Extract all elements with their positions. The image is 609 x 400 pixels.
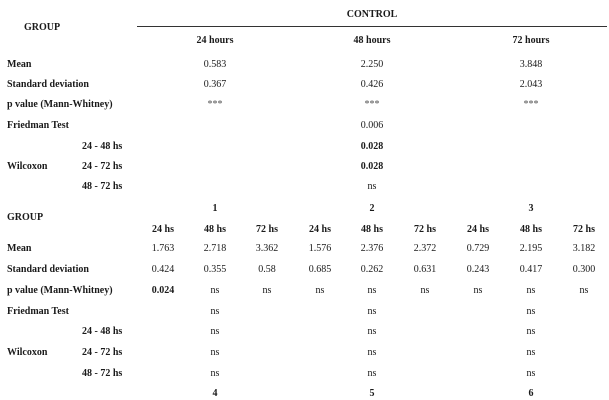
cell-value: ns bbox=[367, 368, 377, 379]
cell-value: ns bbox=[526, 347, 536, 358]
cell-value: 3.362 bbox=[255, 243, 279, 254]
comparison-label: 48 - 72 hs bbox=[82, 368, 123, 379]
cell-value: ns bbox=[367, 181, 377, 192]
comparison-label: 24 - 48 hs bbox=[82, 141, 123, 152]
cell-value: 2.195 bbox=[519, 243, 543, 254]
cell-value: 1.576 bbox=[308, 243, 332, 254]
row-label-friedman: Friedman Test bbox=[7, 306, 69, 317]
row-label-std: Standard deviation bbox=[7, 79, 89, 90]
cell-value: 2.043 bbox=[519, 79, 543, 90]
cell-value: 0.424 bbox=[151, 264, 175, 275]
group-number: 3 bbox=[528, 203, 534, 214]
cell-value: ns bbox=[210, 347, 220, 358]
bottom-time-header: 24 hs bbox=[309, 224, 331, 235]
cell-value: 0.58 bbox=[258, 264, 276, 275]
cell-value: 0.417 bbox=[519, 264, 543, 275]
cell-value: *** bbox=[523, 99, 539, 110]
row-label-mean: Mean bbox=[7, 59, 32, 70]
cell-value: 2.718 bbox=[203, 243, 227, 254]
top-time-header: 48 hours bbox=[353, 35, 391, 46]
top-time-header: 72 hours bbox=[512, 35, 550, 46]
cell-value: 0.631 bbox=[413, 264, 437, 275]
cell-value: ns bbox=[526, 326, 536, 337]
cell-value: 2.376 bbox=[360, 243, 384, 254]
group-number: 2 bbox=[369, 203, 375, 214]
cell-value: ns bbox=[210, 368, 220, 379]
cell-value: ns bbox=[526, 368, 536, 379]
bottom-time-header: 72 hs bbox=[573, 224, 595, 235]
cell-value: ns bbox=[367, 347, 377, 358]
row-label-pvalue: p value (Mann-Whitney) bbox=[7, 99, 113, 110]
cell-value: 1.763 bbox=[151, 243, 175, 254]
cell-value: 0.367 bbox=[203, 79, 227, 90]
cell-value: ns bbox=[526, 306, 536, 317]
cell-value: 0.583 bbox=[203, 59, 227, 70]
cell-value: ns bbox=[315, 285, 325, 296]
cell-value: 0.355 bbox=[203, 264, 227, 275]
comparison-label: 24 - 72 hs bbox=[82, 161, 123, 172]
cell-value: 0.028 bbox=[360, 141, 384, 152]
top-group-label: GROUP bbox=[24, 22, 61, 33]
cell-value: 0.685 bbox=[308, 264, 332, 275]
group-number: 5 bbox=[369, 388, 375, 399]
bottom-time-header: 48 hs bbox=[204, 224, 226, 235]
group-number: 4 bbox=[212, 388, 218, 399]
comparison-label: 24 - 48 hs bbox=[82, 326, 123, 337]
bottom-time-header: 48 hs bbox=[361, 224, 383, 235]
bottom-time-header: 48 hs bbox=[520, 224, 542, 235]
cell-value: 0.024 bbox=[151, 285, 175, 296]
comparison-label: 48 - 72 hs bbox=[82, 181, 123, 192]
cell-value: 0.426 bbox=[360, 79, 384, 90]
cell-value: 0.262 bbox=[360, 264, 384, 275]
cell-value: ns bbox=[210, 326, 220, 337]
bottom-time-header: 72 hs bbox=[414, 224, 436, 235]
cell-value: ns bbox=[420, 285, 430, 296]
bottom-time-header: 24 hs bbox=[152, 224, 174, 235]
group-number: 1 bbox=[212, 203, 218, 214]
comparison-label: 24 - 72 hs bbox=[82, 347, 123, 358]
row-label-friedman: Friedman Test bbox=[7, 120, 69, 131]
row-label-std: Standard deviation bbox=[7, 264, 89, 275]
cell-value: ns bbox=[210, 306, 220, 317]
cell-value: *** bbox=[207, 99, 223, 110]
cell-value: 0.006 bbox=[360, 120, 384, 131]
row-label-wilcoxon: Wilcoxon bbox=[7, 161, 48, 172]
cell-value: 2.372 bbox=[413, 243, 437, 254]
cell-value: 0.300 bbox=[572, 264, 596, 275]
top-time-header: 24 hours bbox=[196, 35, 234, 46]
cell-value: ns bbox=[473, 285, 483, 296]
bottom-time-header: 24 hs bbox=[467, 224, 489, 235]
cell-value: ns bbox=[579, 285, 589, 296]
cell-value: ns bbox=[367, 285, 377, 296]
row-label-wilcoxon: Wilcoxon bbox=[7, 347, 48, 358]
cell-value: ns bbox=[210, 285, 220, 296]
row-label-mean: Mean bbox=[7, 243, 32, 254]
cell-value: ns bbox=[367, 326, 377, 337]
bottom-group-label: GROUP bbox=[7, 212, 44, 223]
cell-value: 2.250 bbox=[360, 59, 384, 70]
cell-value: 0.028 bbox=[360, 161, 384, 172]
cell-value: ns bbox=[262, 285, 272, 296]
cell-value: ns bbox=[526, 285, 536, 296]
cell-value: 3.848 bbox=[519, 59, 543, 70]
group-number: 6 bbox=[528, 388, 534, 399]
cell-value: 0.243 bbox=[466, 264, 490, 275]
cell-value: *** bbox=[364, 99, 380, 110]
control-label: CONTROL bbox=[346, 9, 398, 20]
cell-value: 3.182 bbox=[572, 243, 596, 254]
row-label-pvalue: p value (Mann-Whitney) bbox=[7, 285, 113, 296]
cell-value: 0.729 bbox=[466, 243, 490, 254]
bottom-time-header: 72 hs bbox=[256, 224, 278, 235]
cell-value: ns bbox=[367, 306, 377, 317]
header-rule bbox=[137, 26, 607, 27]
